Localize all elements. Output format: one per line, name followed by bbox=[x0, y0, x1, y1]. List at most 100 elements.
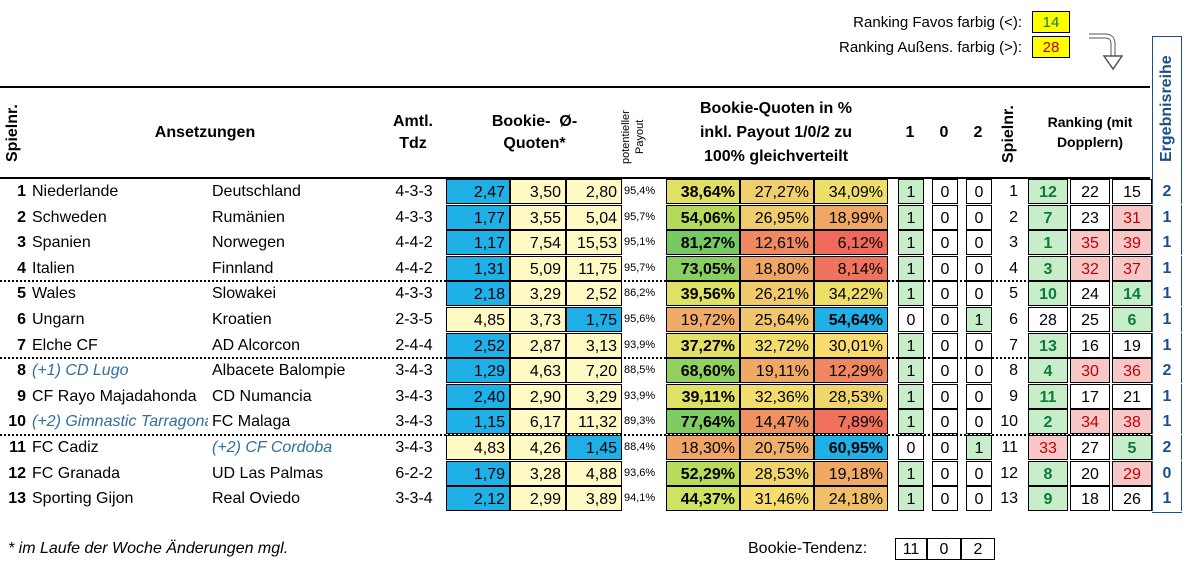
ranking-k1: 13 bbox=[1028, 332, 1068, 358]
tip-r0[interactable]: 0 bbox=[932, 332, 958, 358]
tip-r1[interactable]: 0 bbox=[898, 435, 924, 460]
bookie-tendenz-label: Bookie-Tendenz: bbox=[748, 540, 868, 557]
ergebnis[interactable]: 2 bbox=[1152, 435, 1182, 460]
tip-r2[interactable]: 0 bbox=[966, 255, 992, 281]
tip-r1[interactable]: 1 bbox=[898, 204, 924, 230]
percent-p0: 18,80% bbox=[740, 255, 814, 281]
game-number: 10 bbox=[8, 413, 26, 431]
ergebnis[interactable]: 1 bbox=[1152, 230, 1182, 256]
tip-r0[interactable]: 0 bbox=[932, 460, 958, 486]
percent-p2: 18,99% bbox=[814, 204, 888, 230]
away-team: AD Alcorcon bbox=[212, 336, 301, 354]
tip-r1[interactable]: 1 bbox=[898, 486, 924, 512]
tip-r2[interactable]: 0 bbox=[966, 230, 992, 256]
tip-r1[interactable]: 1 bbox=[898, 383, 924, 409]
tip-r1[interactable]: 1 bbox=[898, 281, 924, 307]
ranking-k1: 11 bbox=[1028, 383, 1068, 409]
tip-r0[interactable]: 0 bbox=[932, 435, 958, 460]
percent-p2: 12,29% bbox=[814, 358, 888, 384]
payout: 95,7% bbox=[624, 261, 656, 274]
tip-r2[interactable]: 0 bbox=[966, 383, 992, 409]
header-spielnr: Spielnr. bbox=[4, 104, 21, 162]
tip-r0[interactable]: 0 bbox=[932, 307, 958, 332]
ergebnis[interactable]: 1 bbox=[1152, 383, 1182, 409]
odds-q0: 2,90 bbox=[510, 383, 566, 409]
home-team: Wales bbox=[32, 285, 76, 303]
tip-r2[interactable]: 1 bbox=[966, 435, 992, 460]
ergebnis[interactable]: 1 bbox=[1152, 332, 1182, 358]
percent-p0: 19,11% bbox=[740, 358, 814, 384]
tip-r1[interactable]: 1 bbox=[898, 179, 924, 204]
percent-p2: 60,95% bbox=[814, 435, 888, 460]
game-number-2: 4 bbox=[1009, 259, 1018, 277]
percent-p0: 26,21% bbox=[740, 281, 814, 307]
tip-r0[interactable]: 0 bbox=[932, 358, 958, 384]
odds-q0: 6,17 bbox=[510, 409, 566, 435]
home-team: Ungarn bbox=[32, 311, 85, 328]
tip-r2[interactable]: 0 bbox=[966, 179, 992, 204]
game-number-2: 13 bbox=[1000, 490, 1018, 508]
ergebnis[interactable]: 1 bbox=[1152, 255, 1182, 281]
tip-r2[interactable]: 1 bbox=[966, 307, 992, 332]
game-number-2: 9 bbox=[1009, 387, 1018, 405]
ranking-aussen-value[interactable]: 28 bbox=[1032, 36, 1070, 58]
ranking-k0: 25 bbox=[1070, 307, 1110, 332]
percent-p0: 14,47% bbox=[740, 409, 814, 435]
home-team: FC Cadiz bbox=[32, 439, 99, 456]
tip-r1[interactable]: 1 bbox=[898, 255, 924, 281]
tip-r2[interactable]: 0 bbox=[966, 358, 992, 384]
ergebnis[interactable]: 2 bbox=[1152, 179, 1182, 204]
percent-p2: 34,22% bbox=[814, 281, 888, 307]
payout: 95,6% bbox=[624, 313, 656, 325]
tip-r1[interactable]: 1 bbox=[898, 358, 924, 384]
ranking-k2: 39 bbox=[1112, 230, 1152, 256]
tip-r2[interactable]: 0 bbox=[966, 486, 992, 512]
tip-r0[interactable]: 0 bbox=[932, 204, 958, 230]
ergebnis[interactable]: 1 bbox=[1152, 307, 1182, 332]
ergebnis[interactable]: 1 bbox=[1152, 204, 1182, 230]
tip-r0[interactable]: 0 bbox=[932, 230, 958, 256]
tip-r0[interactable]: 0 bbox=[932, 255, 958, 281]
home-team: Schweden bbox=[32, 208, 107, 226]
odds-q0: 3,55 bbox=[510, 204, 566, 230]
tip-r0[interactable]: 0 bbox=[932, 281, 958, 307]
odds-q1: 2,40 bbox=[446, 383, 510, 409]
odds-q0: 3,50 bbox=[510, 179, 566, 204]
ergebnis[interactable]: 1 bbox=[1152, 486, 1182, 512]
tip-r1[interactable]: 1 bbox=[898, 409, 924, 435]
ergebnis[interactable]: 0 bbox=[1152, 460, 1182, 486]
header-bookie: Bookie- Ø- bbox=[491, 113, 578, 130]
ranking-k1: 28 bbox=[1028, 307, 1068, 332]
ranking-k0: 22 bbox=[1070, 179, 1110, 204]
tendenz-2: 2 bbox=[961, 538, 995, 560]
tip-r0[interactable]: 0 bbox=[932, 179, 958, 204]
percent-p1: 54,06% bbox=[666, 204, 740, 230]
odds-q1: 1,31 bbox=[446, 255, 510, 281]
percent-p2: 8,14% bbox=[814, 255, 888, 281]
ranking-k2: 31 bbox=[1112, 204, 1152, 230]
game-number: 8 bbox=[17, 362, 26, 380]
tip-r1[interactable]: 0 bbox=[898, 307, 924, 332]
tip-r2[interactable]: 0 bbox=[966, 281, 992, 307]
ergebnis[interactable]: 1 bbox=[1152, 409, 1182, 435]
ranking-k2: 19 bbox=[1112, 332, 1152, 358]
tip-r0[interactable]: 0 bbox=[932, 486, 958, 512]
tip-r1[interactable]: 1 bbox=[898, 230, 924, 256]
tip-r2[interactable]: 0 bbox=[966, 409, 992, 435]
tip-r2[interactable]: 0 bbox=[966, 332, 992, 358]
header-quoten: Quoten* bbox=[503, 135, 566, 152]
ergebnis[interactable]: 1 bbox=[1152, 281, 1182, 307]
ergebnis[interactable]: 2 bbox=[1152, 358, 1182, 384]
tip-r0[interactable]: 0 bbox=[932, 409, 958, 435]
tip-r2[interactable]: 0 bbox=[966, 460, 992, 486]
percent-p0: 32,36% bbox=[740, 383, 814, 409]
payout: 88,5% bbox=[624, 364, 656, 377]
tip-r1[interactable]: 1 bbox=[898, 332, 924, 358]
tip-r2[interactable]: 0 bbox=[966, 204, 992, 230]
away-team: CD Numancia bbox=[212, 387, 312, 405]
game-number-2: 3 bbox=[1009, 234, 1018, 252]
tip-r1[interactable]: 1 bbox=[898, 460, 924, 486]
odds-q1: 2,52 bbox=[446, 332, 510, 358]
tip-r0[interactable]: 0 bbox=[932, 383, 958, 409]
ranking-favos-value[interactable]: 14 bbox=[1032, 11, 1070, 33]
